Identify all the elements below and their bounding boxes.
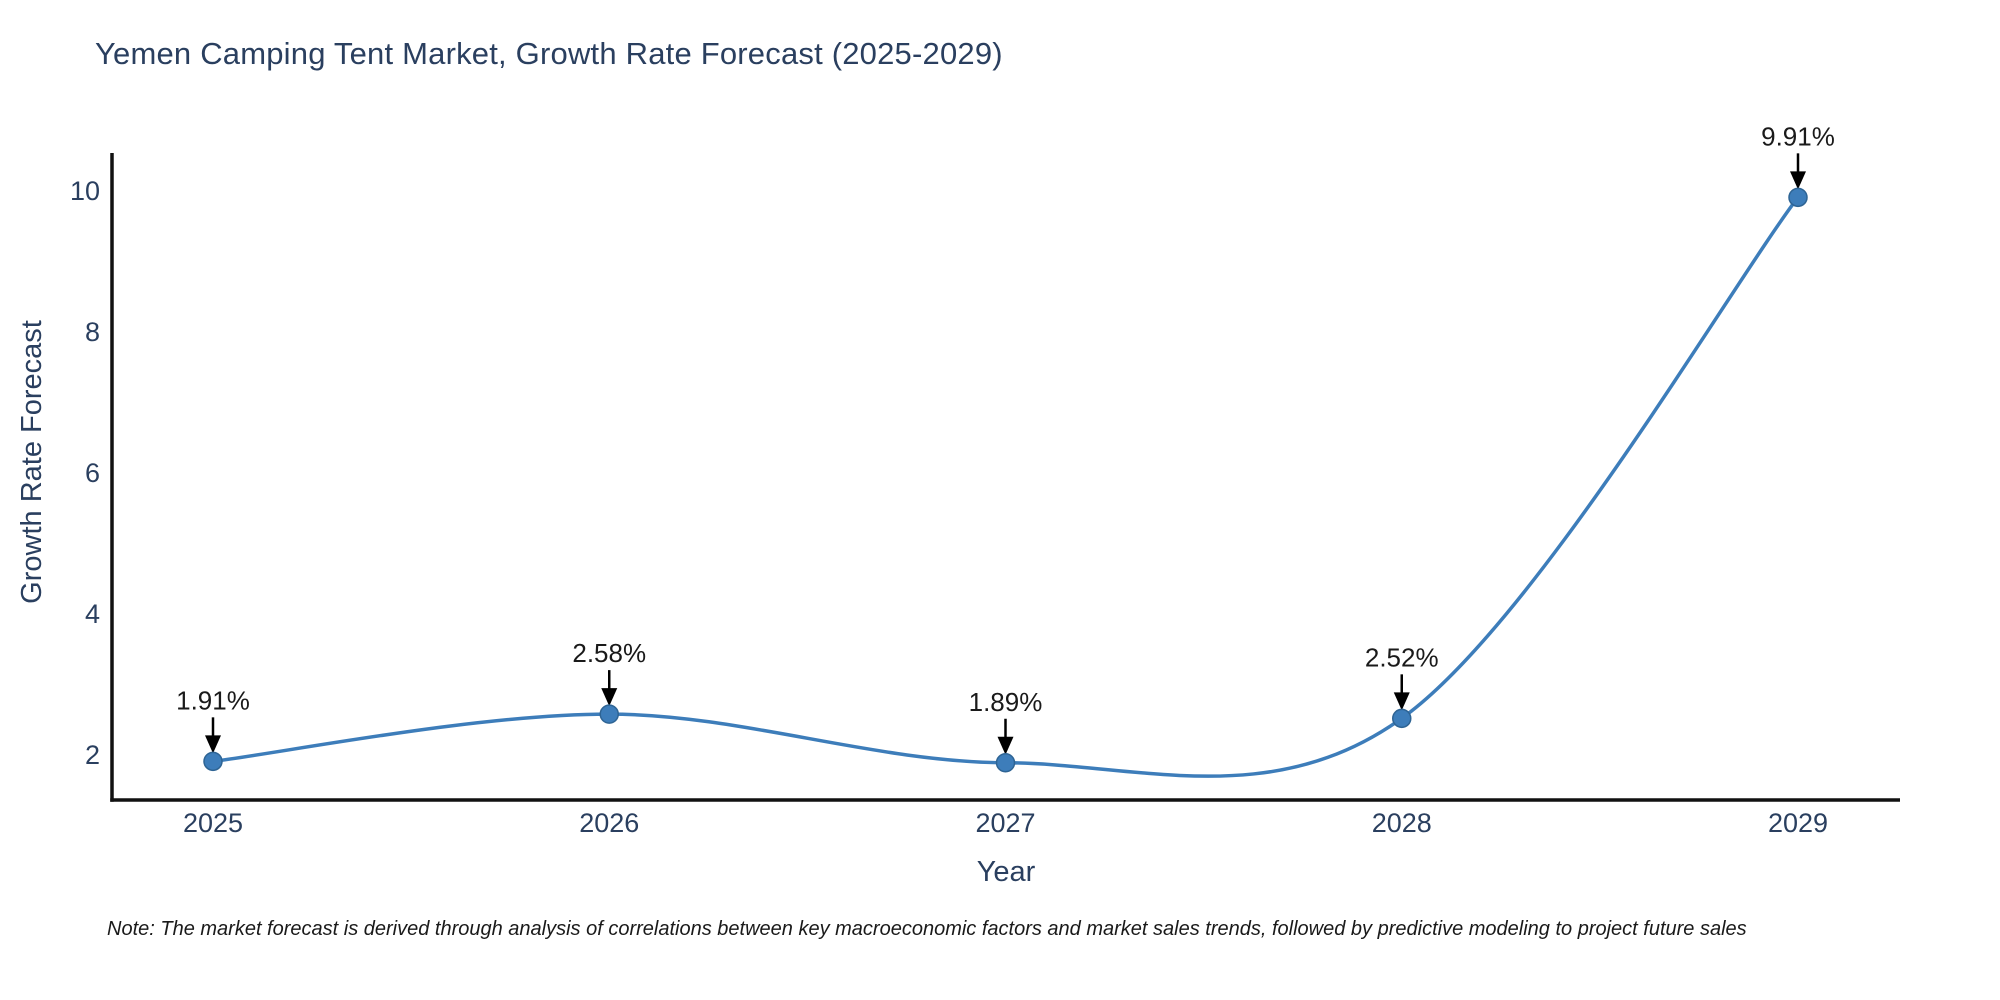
x-tick-label: 2029 <box>1768 808 1828 838</box>
annotation-arrowhead-icon <box>997 736 1014 755</box>
series-line <box>211 195 1800 778</box>
y-tick-label: 2 <box>85 740 100 770</box>
data-point-marker[interactable] <box>1788 187 1808 208</box>
point-annotation-label: 2.52% <box>1365 642 1439 672</box>
x-axis-title: Year <box>977 856 1036 888</box>
point-annotation-label: 2.58% <box>572 638 646 668</box>
footnote: Note: The market forecast is derived thr… <box>107 918 1747 940</box>
annotation-arrowhead-icon <box>1790 171 1806 190</box>
x-tick-label: 2026 <box>579 808 639 838</box>
x-tick-label: 2025 <box>183 808 243 838</box>
annotation-arrowhead-icon <box>1393 692 1410 711</box>
x-tick-label: 2027 <box>975 808 1035 838</box>
point-annotation-label: 1.91% <box>176 685 250 715</box>
y-axis-title: Growth Rate Forecast <box>16 320 48 604</box>
y-tick-label: 4 <box>85 599 100 629</box>
annotation-arrowhead-icon <box>601 688 618 707</box>
x-tick-label: 2028 <box>1372 808 1432 838</box>
data-point-marker[interactable] <box>995 753 1016 773</box>
chart-title: Yemen Camping Tent Market, Growth Rate F… <box>95 36 1003 71</box>
data-point-marker[interactable] <box>1392 708 1412 729</box>
y-tick-label: 8 <box>85 317 100 347</box>
point-annotation-label: 1.89% <box>969 687 1043 717</box>
y-tick-label: 10 <box>70 176 100 206</box>
point-annotation-label: 9.91% <box>1761 121 1835 151</box>
annotation-arrowhead-icon <box>205 735 221 754</box>
y-tick-label: 6 <box>85 458 100 488</box>
data-point-marker[interactable] <box>599 704 619 724</box>
data-point-marker[interactable] <box>203 751 223 772</box>
